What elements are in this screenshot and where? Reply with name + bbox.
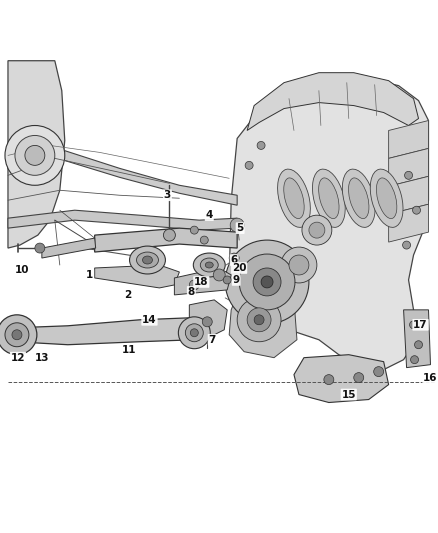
Polygon shape: [8, 61, 65, 248]
Polygon shape: [294, 354, 389, 402]
Polygon shape: [42, 238, 95, 258]
Circle shape: [185, 324, 203, 342]
Text: 16: 16: [423, 373, 438, 383]
Circle shape: [163, 229, 175, 241]
Ellipse shape: [130, 246, 166, 274]
Text: 18: 18: [194, 277, 208, 287]
Ellipse shape: [370, 169, 403, 228]
Circle shape: [257, 141, 265, 149]
Circle shape: [403, 241, 410, 249]
Circle shape: [223, 276, 231, 284]
Circle shape: [281, 247, 317, 283]
Circle shape: [324, 375, 334, 385]
Text: 14: 14: [142, 315, 157, 325]
Polygon shape: [389, 204, 428, 242]
Text: 17: 17: [413, 320, 428, 330]
Text: 13: 13: [35, 353, 49, 362]
Text: 20: 20: [232, 263, 247, 273]
Text: 15: 15: [342, 390, 356, 400]
Circle shape: [410, 321, 417, 329]
Circle shape: [5, 323, 29, 347]
Circle shape: [202, 317, 212, 327]
Circle shape: [354, 373, 364, 383]
Polygon shape: [389, 148, 428, 186]
Circle shape: [254, 315, 264, 325]
Text: 6: 6: [230, 255, 238, 265]
Circle shape: [405, 171, 413, 179]
Circle shape: [253, 268, 281, 296]
Polygon shape: [389, 120, 428, 158]
Circle shape: [239, 254, 295, 310]
Circle shape: [247, 308, 271, 332]
Circle shape: [15, 135, 55, 175]
Text: 1: 1: [86, 270, 93, 280]
Circle shape: [0, 315, 37, 354]
Circle shape: [309, 222, 325, 238]
Circle shape: [230, 218, 244, 232]
Text: 3: 3: [164, 190, 171, 200]
Ellipse shape: [205, 262, 213, 268]
Circle shape: [25, 146, 45, 165]
Circle shape: [229, 253, 239, 263]
Polygon shape: [247, 72, 419, 131]
Polygon shape: [95, 265, 180, 288]
Circle shape: [178, 317, 210, 349]
Ellipse shape: [278, 169, 311, 228]
Circle shape: [302, 215, 332, 245]
Ellipse shape: [193, 253, 225, 277]
Ellipse shape: [343, 169, 375, 228]
Polygon shape: [8, 148, 237, 205]
Polygon shape: [15, 318, 199, 345]
Circle shape: [191, 329, 198, 337]
Circle shape: [225, 240, 309, 324]
Circle shape: [191, 226, 198, 234]
Circle shape: [189, 280, 199, 290]
Circle shape: [374, 367, 384, 377]
Circle shape: [12, 330, 22, 340]
Circle shape: [261, 276, 273, 288]
Text: 10: 10: [14, 265, 29, 275]
Ellipse shape: [284, 178, 304, 219]
Text: 7: 7: [208, 335, 216, 345]
Circle shape: [289, 255, 309, 275]
Polygon shape: [95, 228, 237, 252]
Polygon shape: [403, 310, 431, 368]
Polygon shape: [389, 176, 428, 214]
Ellipse shape: [142, 256, 152, 264]
Circle shape: [200, 236, 208, 244]
Text: 4: 4: [205, 210, 213, 220]
Ellipse shape: [318, 178, 339, 219]
Polygon shape: [174, 268, 231, 295]
Text: 11: 11: [122, 345, 137, 354]
Ellipse shape: [349, 178, 369, 219]
Text: 9: 9: [233, 275, 240, 285]
Polygon shape: [229, 76, 428, 370]
Polygon shape: [229, 290, 297, 358]
Ellipse shape: [137, 252, 159, 268]
Ellipse shape: [376, 178, 397, 219]
Circle shape: [413, 206, 420, 214]
Ellipse shape: [312, 169, 345, 228]
Circle shape: [237, 298, 281, 342]
Circle shape: [35, 243, 45, 253]
Polygon shape: [8, 210, 237, 230]
Circle shape: [245, 161, 253, 169]
Circle shape: [414, 341, 423, 349]
Text: 5: 5: [237, 223, 244, 233]
Circle shape: [5, 125, 65, 185]
Circle shape: [410, 356, 419, 364]
Text: 2: 2: [124, 290, 131, 300]
Ellipse shape: [200, 258, 218, 272]
Text: 12: 12: [11, 353, 25, 362]
Polygon shape: [189, 300, 227, 335]
Text: 8: 8: [188, 287, 195, 297]
Circle shape: [213, 269, 225, 281]
